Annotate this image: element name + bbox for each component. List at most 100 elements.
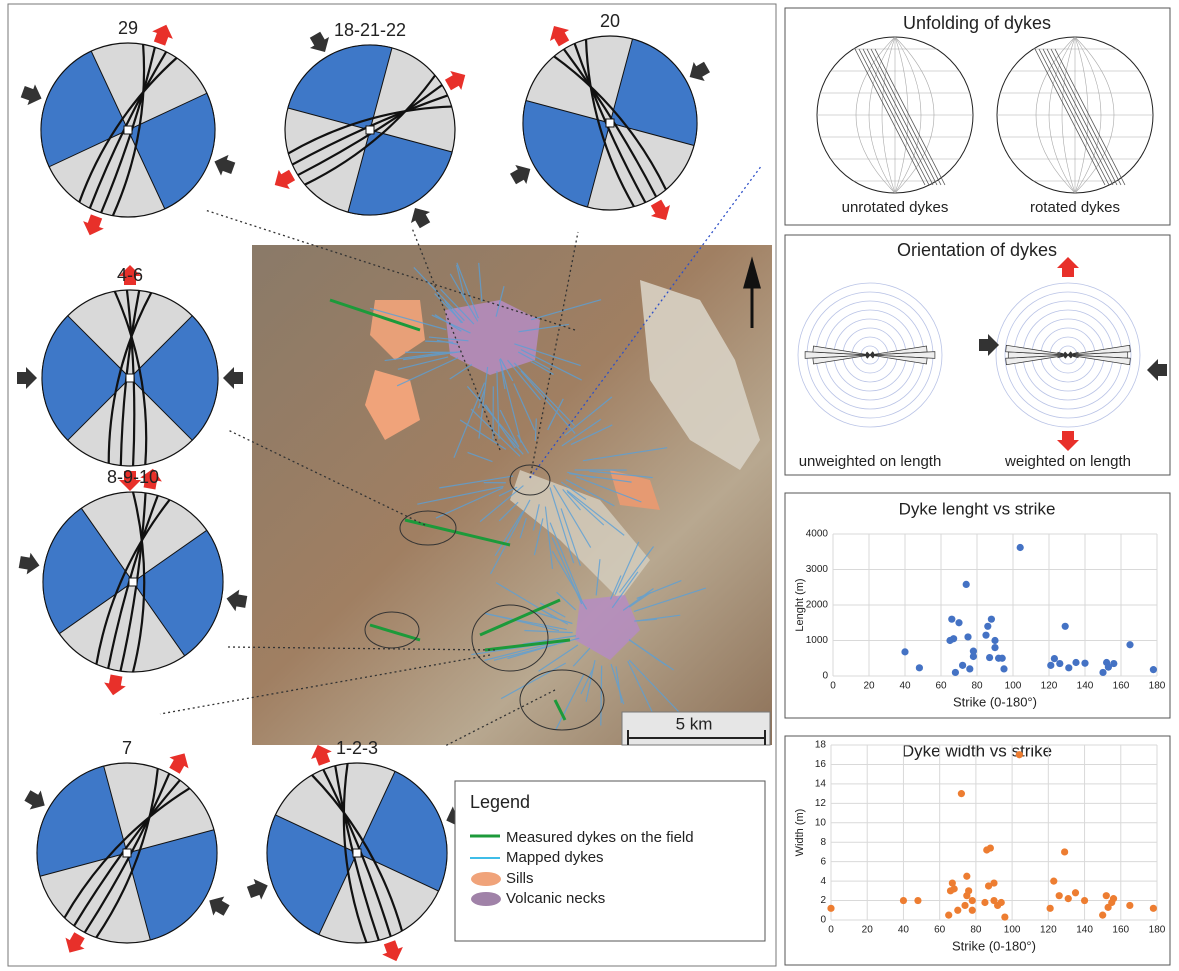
data-point: [963, 581, 970, 588]
x-tick-label: 80: [971, 681, 983, 692]
stereonet-label: 29: [118, 18, 138, 38]
panel-caption: rotated dykes: [1030, 199, 1120, 216]
x-tick-label: 120: [1041, 681, 1058, 692]
data-point: [1081, 897, 1088, 904]
x-tick-label: 140: [1077, 681, 1094, 692]
y-axis-label: Lenght (m): [794, 578, 806, 631]
data-point: [1150, 666, 1157, 673]
x-tick-label: 100: [1004, 925, 1021, 936]
legend: Legend Measured dykes on the field Mappe…: [455, 781, 765, 941]
y-tick-label: 1000: [806, 635, 829, 646]
x-tick-label: 160: [1112, 925, 1129, 936]
data-point: [1056, 660, 1063, 667]
panel-caption: unweighted on length: [799, 453, 942, 470]
x-tick-label: 80: [970, 925, 982, 936]
legend-item: Volcanic necks: [506, 890, 605, 907]
data-point: [1072, 659, 1079, 666]
data-point: [1126, 902, 1133, 909]
centre-marker: [366, 126, 374, 134]
data-point: [1065, 664, 1072, 671]
y-tick-label: 3000: [806, 564, 829, 575]
data-point: [1110, 895, 1117, 902]
y-axis-label: Width (m): [794, 809, 806, 857]
x-axis-label: Strike (0-180°): [953, 694, 1037, 709]
x-tick-label: 100: [1005, 681, 1022, 692]
stereonet-label: 20: [600, 11, 620, 31]
data-point: [1110, 660, 1117, 667]
figure: 5 km 2918-21-22204-68-9-1071-2-3 Legend …: [0, 0, 1179, 971]
centre-marker: [129, 578, 137, 586]
legend-title: Legend: [470, 792, 530, 812]
x-tick-label: 40: [898, 925, 910, 936]
centre-marker: [126, 374, 134, 382]
legend-swatch: [471, 892, 501, 906]
data-point: [1099, 912, 1106, 919]
unfolding-panel: Unfolding of dykes unrotated dykes rotat…: [785, 8, 1170, 225]
data-point: [914, 897, 921, 904]
legend-item: Sills: [506, 870, 534, 887]
y-tick-label: 0: [822, 671, 828, 682]
data-point: [948, 616, 955, 623]
data-point: [1016, 751, 1023, 758]
x-tick-label: 140: [1076, 925, 1093, 936]
data-point: [1047, 905, 1054, 912]
x-tick-label: 0: [830, 681, 836, 692]
data-point: [1103, 892, 1110, 899]
data-point: [969, 907, 976, 914]
scale-label: 5 km: [676, 714, 713, 733]
data-point: [951, 885, 958, 892]
data-point: [901, 648, 908, 655]
x-tick-label: 60: [934, 925, 946, 936]
data-point: [916, 664, 923, 671]
data-point: [981, 899, 988, 906]
y-tick-label: 4: [820, 876, 826, 887]
data-point: [1000, 665, 1007, 672]
data-point: [966, 665, 973, 672]
legend-swatch: [471, 872, 501, 886]
centre-marker: [353, 849, 361, 857]
mapped-dyke: [601, 666, 602, 726]
stereonet-label: 8-9-10: [107, 467, 159, 487]
data-point: [955, 619, 962, 626]
stereonet-label: 4-6: [117, 265, 143, 285]
x-tick-label: 40: [899, 681, 911, 692]
data-point: [1050, 878, 1057, 885]
x-tick-label: 20: [862, 925, 874, 936]
data-point: [1061, 848, 1068, 855]
data-point: [984, 623, 991, 630]
data-point: [954, 907, 961, 914]
x-tick-label: 60: [935, 681, 947, 692]
panel-caption: weighted on length: [1004, 453, 1131, 470]
orientation-panel: Orientation of dykes unweighted on lengt…: [785, 235, 1170, 475]
y-tick-label: 0: [820, 915, 826, 926]
centre-marker: [123, 849, 131, 857]
data-point: [963, 873, 970, 880]
data-point: [987, 844, 994, 851]
panel-title: Orientation of dykes: [897, 240, 1057, 260]
data-point: [1099, 669, 1106, 676]
x-tick-label: 180: [1149, 681, 1166, 692]
data-point: [1065, 895, 1072, 902]
y-tick-label: 18: [815, 740, 827, 751]
data-point: [958, 790, 965, 797]
data-point: [991, 637, 998, 644]
data-point: [965, 887, 972, 894]
x-axis-label: Strike (0-180°): [952, 938, 1036, 953]
data-point: [1081, 660, 1088, 667]
data-point: [961, 902, 968, 909]
data-point: [970, 653, 977, 660]
y-tick-label: 8: [820, 837, 826, 848]
panel-caption: unrotated dykes: [842, 199, 949, 216]
data-point: [1051, 655, 1058, 662]
data-point: [952, 669, 959, 676]
centre-marker: [124, 126, 132, 134]
data-point: [1062, 623, 1069, 630]
data-point: [982, 632, 989, 639]
y-tick-label: 4000: [806, 529, 829, 540]
data-point: [990, 879, 997, 886]
x-tick-label: 120: [1040, 925, 1057, 936]
data-point: [1126, 641, 1133, 648]
data-point: [1072, 889, 1079, 896]
data-point: [969, 897, 976, 904]
data-point: [1001, 913, 1008, 920]
